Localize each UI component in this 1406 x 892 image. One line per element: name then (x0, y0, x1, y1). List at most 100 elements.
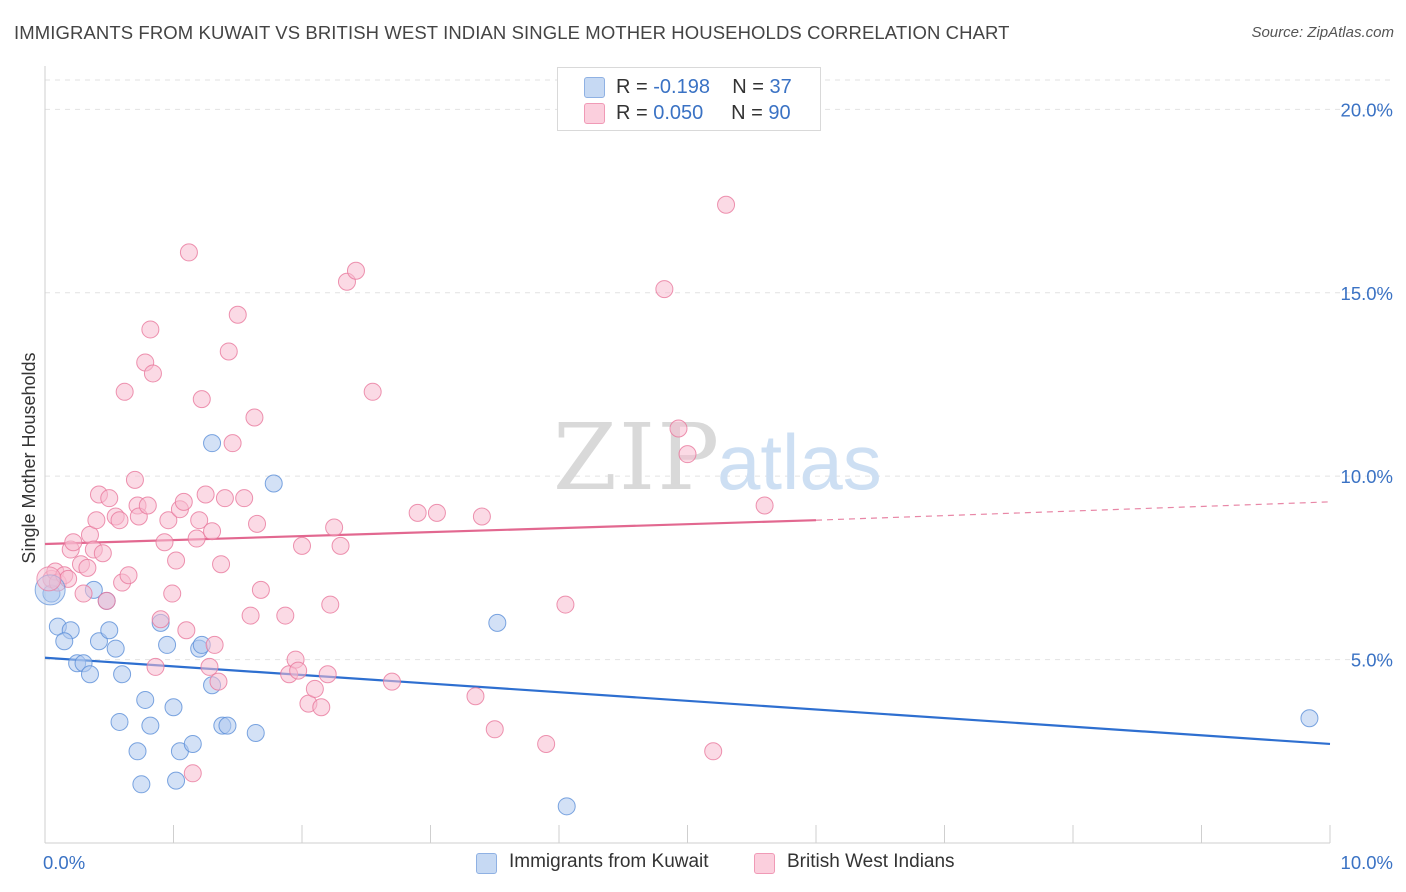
watermark-zip: ZIP (553, 404, 721, 511)
point-kuwait (488, 613, 507, 632)
r-label: R = (616, 102, 648, 124)
point-british-west-indian (669, 419, 688, 438)
point-british-west-indian (755, 496, 774, 515)
r-label: R = (616, 76, 648, 98)
y-axis-label: Single Mother Households (19, 352, 39, 563)
point-kuwait (203, 434, 222, 453)
point-british-west-indian (537, 734, 556, 753)
point-british-west-indian (215, 489, 234, 508)
point-british-west-indian (346, 261, 365, 280)
point-british-west-indian (143, 364, 162, 383)
point-kuwait (183, 734, 202, 753)
point-british-west-indian (100, 489, 119, 508)
point-british-west-indian (183, 764, 202, 783)
point-british-west-indian-cluster (36, 566, 62, 592)
point-british-west-indian (155, 533, 174, 552)
point-british-west-indian (235, 489, 254, 508)
point-british-west-indian (276, 606, 295, 625)
point-kuwait (106, 639, 125, 658)
trend-lines (44, 501, 1331, 746)
point-kuwait (55, 632, 74, 651)
point-british-west-indian (192, 390, 211, 409)
point-british-west-indian (187, 529, 206, 548)
legend-swatch-kuwait (476, 853, 497, 874)
point-british-west-indian (241, 606, 260, 625)
grid-lines (45, 79, 1395, 661)
point-kuwait (100, 621, 119, 640)
point-british-west-indian (93, 544, 112, 563)
point-kuwait (113, 665, 132, 684)
data-points (34, 195, 1319, 816)
point-british-west-indian (97, 591, 116, 610)
point-british-west-indian (203, 522, 222, 541)
point-kuwait (218, 716, 237, 735)
point-british-west-indian (179, 243, 198, 262)
trend-line-kuwait (44, 656, 1331, 746)
point-british-west-indian (427, 503, 446, 522)
point-british-west-indian (87, 511, 106, 530)
n-label: N = (731, 102, 763, 124)
r-value: -0.198 (653, 76, 710, 98)
tick-labels: 5.0% 10.0% 15.0% 20.0% 0.0% 10.0% (43, 99, 1393, 873)
y-tick-label: 15.0% (1341, 283, 1393, 304)
point-british-west-indian (556, 595, 575, 614)
point-british-west-indian (472, 507, 491, 526)
point-british-west-indian (305, 679, 324, 698)
point-british-west-indian (115, 382, 134, 401)
point-british-west-indian (110, 511, 129, 530)
chart-source: Source: ZipAtlas.com (1251, 24, 1394, 41)
point-british-west-indian (125, 470, 144, 489)
y-tick-label: 10.0% (1341, 466, 1393, 487)
point-british-west-indian (678, 445, 697, 464)
point-british-west-indian (655, 280, 674, 299)
n-value: 37 (769, 76, 792, 98)
point-british-west-indian (466, 687, 485, 706)
point-british-west-indian (146, 657, 165, 676)
point-british-west-indian (363, 382, 382, 401)
watermark: ZIP atlas (553, 404, 882, 511)
n-label: N = (732, 76, 764, 98)
point-kuwait (80, 665, 99, 684)
axes (44, 66, 1331, 844)
chart-title: IMMIGRANTS FROM KUWAIT VS BRITISH WEST I… (14, 22, 1010, 43)
trend-line-british-west-indian (44, 519, 817, 546)
trend-line-british-west-indian-extrapolated (815, 501, 1331, 521)
point-british-west-indian (163, 584, 182, 603)
legend-swatch-bwi (754, 853, 775, 874)
point-british-west-indian (408, 503, 427, 522)
point-british-west-indian (219, 342, 238, 361)
point-kuwait (264, 474, 283, 493)
point-kuwait (246, 723, 265, 742)
point-kuwait (132, 775, 151, 794)
point-british-west-indian (704, 742, 723, 761)
n-value: 90 (768, 102, 791, 124)
point-kuwait (557, 797, 576, 816)
legend-label-bwi: British West Indians (787, 851, 955, 872)
point-kuwait (158, 635, 177, 654)
point-british-west-indian (251, 580, 270, 599)
point-kuwait (164, 698, 183, 717)
point-british-west-indian (174, 492, 193, 511)
point-british-west-indian (78, 558, 97, 577)
point-british-west-indian (167, 551, 186, 570)
point-british-west-indian (331, 536, 350, 555)
point-british-west-indian (64, 533, 83, 552)
legend-swatch-kuwait (584, 77, 605, 98)
point-british-west-indian (177, 621, 196, 640)
point-kuwait (136, 690, 155, 709)
point-british-west-indian (248, 514, 267, 533)
x-tick-label: 0.0% (43, 852, 85, 873)
point-british-west-indian (119, 566, 138, 585)
y-tick-label: 20.0% (1341, 99, 1393, 120)
point-british-west-indian (325, 518, 344, 537)
point-british-west-indian (159, 511, 178, 530)
point-british-west-indian (245, 408, 264, 427)
point-british-west-indian (205, 635, 224, 654)
point-british-west-indian (321, 595, 340, 614)
point-british-west-indian (196, 485, 215, 504)
point-british-west-indian (200, 657, 219, 676)
point-british-west-indian (138, 496, 157, 515)
y-tick-label: 5.0% (1351, 650, 1393, 671)
correlation-legend: R = -0.198 N = 37 R = 0.050 N = 90 (557, 67, 821, 131)
